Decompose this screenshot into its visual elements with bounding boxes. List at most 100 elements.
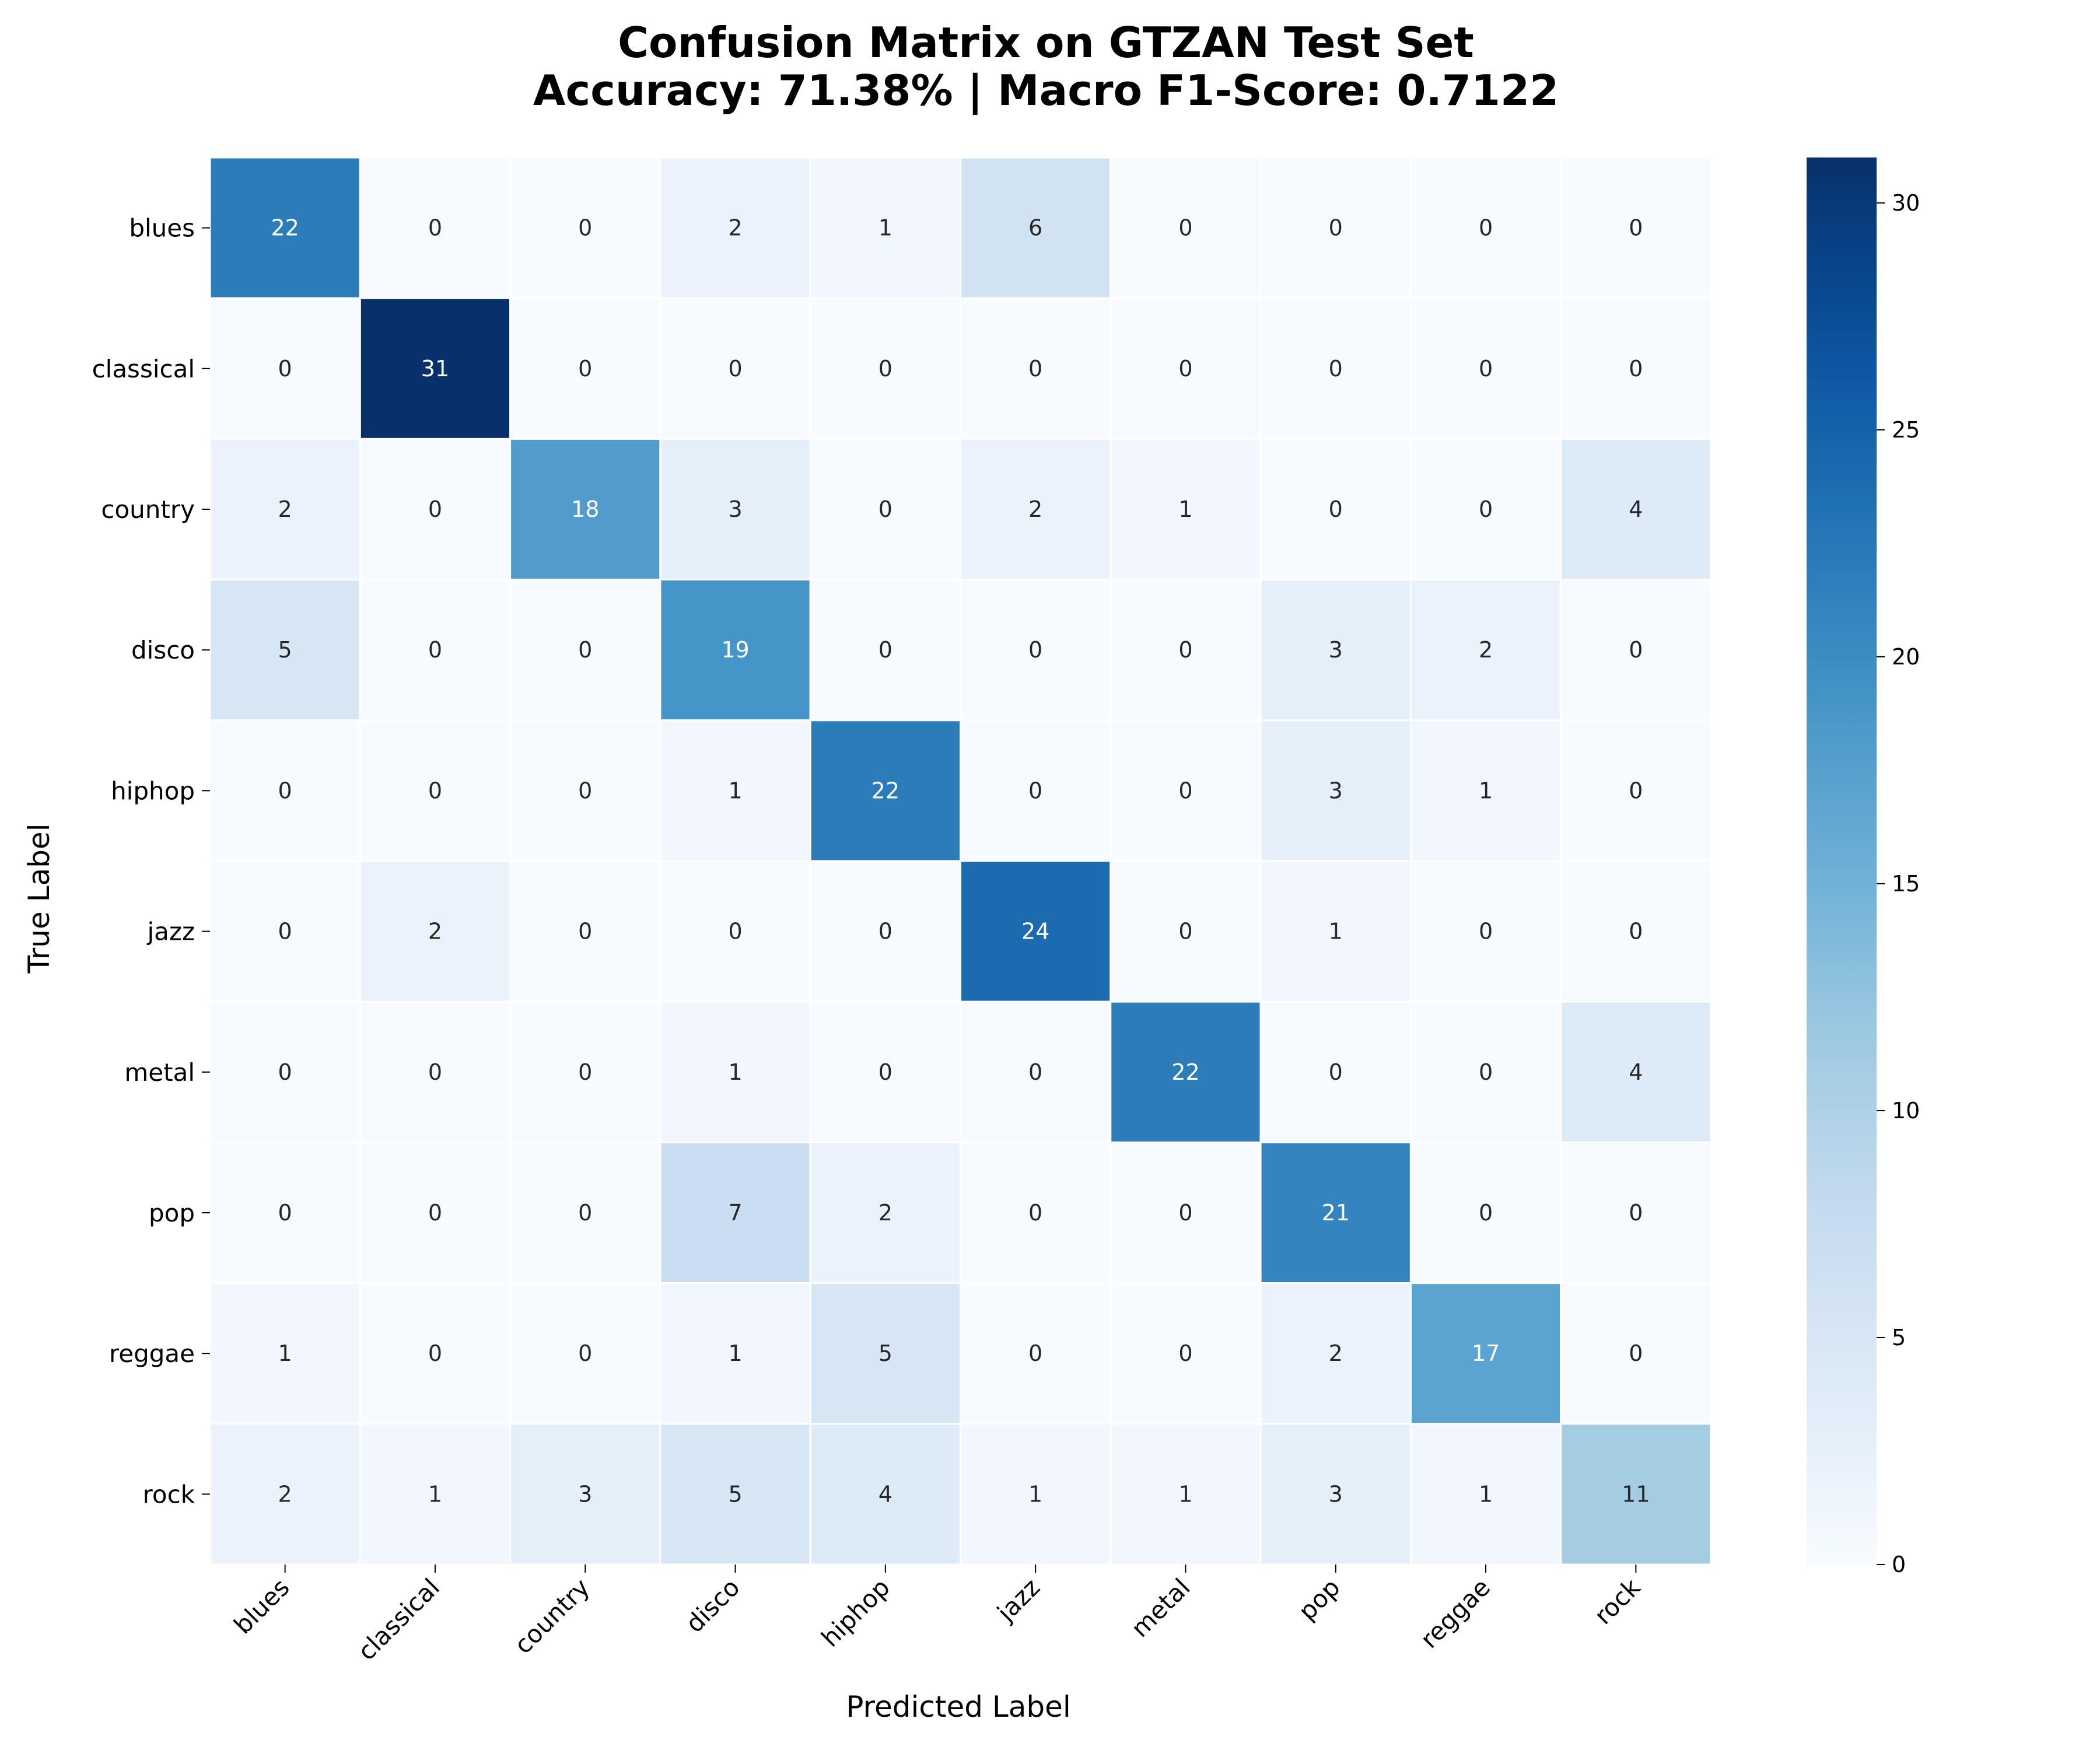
cell-value-label: 1 (1028, 1481, 1042, 1507)
cell-value-label: 0 (1028, 1340, 1042, 1366)
cell-value-label: 0 (878, 1059, 892, 1085)
chart-subtitle: Accuracy: 71.38% | Macro F1-Score: 0.712… (533, 66, 1559, 116)
cell-value-label: 1 (1178, 1481, 1192, 1507)
heatmap-cell (1409, 1423, 1562, 1566)
cell-value-label: 24 (1021, 919, 1049, 944)
cell-value-label: 3 (728, 496, 742, 522)
cell-value-label: 1 (278, 1340, 292, 1366)
heatmap-cell (359, 438, 512, 581)
heatmap-cell (1560, 438, 1712, 581)
heatmap-cell (1409, 1282, 1562, 1425)
cell-value-label: 0 (878, 496, 892, 522)
y-tick-label: disco (131, 636, 195, 664)
cell-value-label: 0 (1178, 356, 1192, 382)
colorbar-tick-label: 20 (1892, 644, 1920, 670)
heatmap-cell (359, 1282, 512, 1425)
cell-value-label: 0 (1629, 637, 1643, 663)
cell-value-label: 0 (578, 1340, 592, 1366)
cell-value-label: 0 (278, 1059, 292, 1085)
heatmap-cell (209, 1000, 361, 1143)
heatmap-cell (1259, 579, 1412, 722)
cell-value-label: 18 (571, 496, 599, 522)
y-tick-label: rock (143, 1480, 195, 1508)
cell-value-label: 2 (1479, 637, 1493, 663)
cell-value-label: 6 (1028, 215, 1042, 241)
cell-value-label: 0 (278, 919, 292, 944)
chart-title: Confusion Matrix on GTZAN Test Set (618, 18, 1474, 67)
heatmap-cell (1560, 579, 1712, 722)
heatmap-cell (1110, 719, 1262, 862)
heatmap-cell (960, 719, 1112, 862)
heatmap-cell (960, 297, 1112, 440)
heatmap-cell (1110, 1000, 1262, 1143)
cell-value-label: 2 (1329, 1340, 1343, 1366)
heatmap-cell (960, 1141, 1112, 1284)
heatmap-cell (209, 579, 361, 722)
heatmap-cell (509, 297, 662, 440)
cell-value-label: 0 (1629, 215, 1643, 241)
colorbar-tick-label: 10 (1892, 1098, 1920, 1124)
heatmap-cell (1409, 1141, 1562, 1284)
heatmap-cell (1110, 438, 1262, 581)
heatmap-cell (1560, 297, 1712, 440)
y-tick-label: pop (149, 1199, 195, 1227)
cell-value-label: 0 (878, 637, 892, 663)
x-tick-label: reggae (1415, 1573, 1496, 1654)
heatmap-cell (809, 1141, 961, 1284)
x-tick-label: blues (228, 1573, 295, 1639)
heatmap-cell (509, 156, 662, 299)
heatmap-cell (809, 579, 961, 722)
cell-value-label: 0 (728, 356, 742, 382)
cell-value-label: 0 (578, 637, 592, 663)
cell-value-label: 0 (428, 778, 442, 803)
heatmap-cell (209, 438, 361, 581)
heatmap-cell (359, 156, 512, 299)
x-tick-label: pop (1293, 1573, 1346, 1626)
heatmap-cell (809, 719, 961, 862)
heatmap-cell (1409, 719, 1562, 862)
heatmap-cell (1560, 156, 1712, 299)
heatmap-cell (1259, 156, 1412, 299)
heatmap-cell (1409, 860, 1562, 1003)
y-tick-label: classical (92, 355, 195, 383)
cell-value-label: 0 (1479, 919, 1493, 944)
cell-value-label: 2 (278, 496, 292, 522)
cell-value-label: 0 (1178, 637, 1192, 663)
x-tick-label: disco (680, 1573, 746, 1638)
heatmap-cell (1560, 1141, 1712, 1284)
cell-value-label: 0 (1629, 919, 1643, 944)
cell-value-label: 2 (278, 1481, 292, 1507)
heatmap-cell (1259, 1282, 1412, 1425)
cell-value-label: 5 (278, 637, 292, 663)
cell-value-label: 0 (278, 1200, 292, 1226)
cell-value-label: 21 (1322, 1200, 1350, 1226)
heatmap-cell (1560, 719, 1712, 862)
cell-value-label: 1 (1329, 919, 1343, 944)
heatmap-cell (809, 860, 961, 1003)
cell-value-label: 0 (428, 637, 442, 663)
cell-value-label: 11 (1622, 1481, 1650, 1507)
heatmap-cell (359, 1423, 512, 1566)
cell-value-label: 22 (1171, 1059, 1199, 1085)
heatmap-cell (1110, 1282, 1262, 1425)
heatmap-cell (659, 860, 811, 1003)
cell-value-label: 4 (1629, 496, 1643, 522)
colorbar: 0 5 10 15 20 25 30 (1807, 158, 1920, 1577)
heatmap-cell (659, 1282, 811, 1425)
heatmap-cell (1110, 579, 1262, 722)
cell-value-label: 31 (421, 356, 449, 382)
heatmap-cell (509, 438, 662, 581)
heatmap-cell (509, 860, 662, 1003)
cell-value-label: 0 (1178, 919, 1192, 944)
heatmap-cell (509, 1141, 662, 1284)
heatmap-cell (1560, 1423, 1712, 1566)
heatmap-cell (1110, 1141, 1262, 1284)
heatmap-cell (1409, 1000, 1562, 1143)
x-tick-label: classical (352, 1573, 445, 1665)
cell-value-label: 1 (1178, 496, 1192, 522)
heatmap-cells: 22 0 0 2 1 6 0 0 0 00 31 0 0 0 0 0 0 0 02 0 18 3 0 2 1 0 0 45 0 0 19 0 0… (209, 156, 1712, 1566)
heatmap-cell (1259, 297, 1412, 440)
cell-value-label: 0 (1629, 1200, 1643, 1226)
cell-value-label: 0 (1479, 1059, 1493, 1085)
cell-value-label: 0 (1028, 356, 1042, 382)
